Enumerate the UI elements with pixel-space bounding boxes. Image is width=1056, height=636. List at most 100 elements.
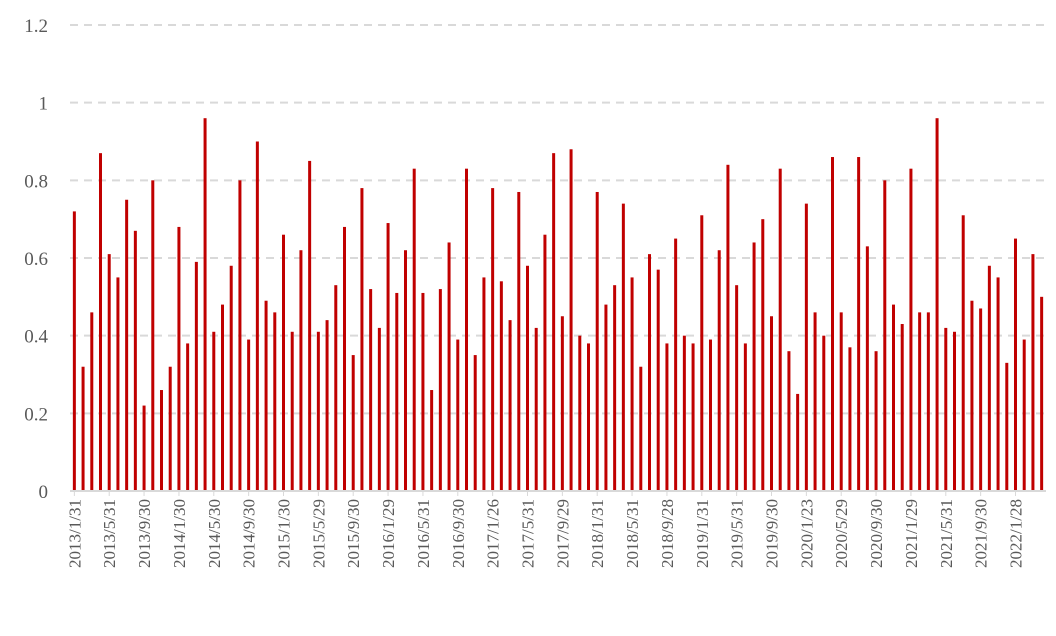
bar bbox=[1040, 296, 1044, 491]
bar bbox=[465, 168, 468, 491]
bar bbox=[473, 355, 477, 491]
bar bbox=[482, 277, 486, 491]
x-tick-label: 2019/1/31 bbox=[693, 499, 712, 568]
bar bbox=[743, 343, 747, 491]
bar bbox=[1022, 339, 1026, 491]
bar bbox=[447, 242, 451, 491]
bar bbox=[212, 331, 216, 491]
bar bbox=[543, 234, 547, 491]
bar bbox=[569, 149, 573, 491]
x-tick-label: 2019/5/31 bbox=[728, 499, 747, 568]
bar bbox=[517, 191, 521, 492]
bar bbox=[900, 324, 904, 491]
bar bbox=[499, 281, 503, 491]
bar bbox=[961, 215, 965, 491]
bar bbox=[560, 316, 564, 491]
y-tick-label: 0.6 bbox=[24, 249, 48, 270]
bar bbox=[1014, 238, 1017, 491]
bar bbox=[621, 203, 625, 491]
bar bbox=[290, 331, 294, 491]
bar bbox=[125, 199, 129, 491]
x-tick-label: 2018/1/31 bbox=[588, 499, 607, 568]
x-tick-label: 2021/5/31 bbox=[937, 499, 956, 568]
bar bbox=[674, 238, 678, 491]
bar bbox=[168, 366, 172, 491]
bar bbox=[221, 304, 224, 491]
x-tick-label: 2017/1/26 bbox=[484, 499, 503, 568]
x-tick-label: 2018/9/28 bbox=[658, 499, 677, 568]
bar bbox=[953, 331, 956, 491]
bar bbox=[874, 351, 878, 491]
bar bbox=[613, 285, 617, 491]
bar bbox=[804, 203, 808, 491]
y-tick-label: 1 bbox=[39, 94, 49, 115]
bar bbox=[238, 180, 242, 491]
bar bbox=[264, 300, 268, 491]
x-tick-label: 2017/5/31 bbox=[519, 499, 538, 568]
bar bbox=[282, 234, 285, 491]
x-tick-label: 2014/9/30 bbox=[240, 499, 259, 568]
bar bbox=[369, 289, 373, 491]
bar bbox=[839, 312, 843, 491]
bar bbox=[395, 292, 399, 491]
bar bbox=[360, 188, 364, 491]
x-tick-label: 2018/5/31 bbox=[623, 499, 642, 568]
y-tick-label: 0.8 bbox=[24, 171, 48, 192]
x-tick-label: 2022/1/28 bbox=[1007, 499, 1026, 568]
bar bbox=[151, 180, 155, 491]
bar bbox=[726, 164, 730, 492]
bar bbox=[377, 327, 381, 491]
bar bbox=[421, 292, 425, 491]
bar bbox=[194, 261, 198, 491]
bar bbox=[552, 153, 556, 491]
bar bbox=[334, 285, 338, 491]
bar bbox=[909, 168, 913, 491]
bars bbox=[72, 118, 1044, 492]
bar bbox=[778, 168, 782, 491]
bar bbox=[203, 118, 207, 491]
bar bbox=[456, 339, 460, 491]
bar bbox=[386, 223, 390, 492]
bar bbox=[273, 312, 277, 491]
x-tick-label: 2016/5/31 bbox=[414, 499, 433, 568]
x-tick-label: 2017/9/29 bbox=[553, 499, 572, 568]
bar bbox=[656, 269, 660, 491]
bar bbox=[630, 277, 634, 491]
x-tick-label: 2015/1/30 bbox=[275, 499, 294, 568]
bar bbox=[578, 335, 582, 491]
bar bbox=[857, 157, 861, 491]
bar bbox=[918, 312, 922, 491]
bar bbox=[81, 366, 85, 491]
bar bbox=[717, 250, 721, 491]
x-tick-label: 2014/1/30 bbox=[170, 499, 189, 568]
bar bbox=[691, 343, 695, 491]
bar bbox=[996, 277, 1000, 491]
bar bbox=[979, 308, 983, 491]
x-tick-label: 2020/5/29 bbox=[832, 499, 851, 568]
bar bbox=[99, 153, 102, 491]
bar bbox=[316, 331, 320, 491]
x-tick-label: 2015/5/29 bbox=[309, 499, 328, 568]
x-tick-label: 2016/1/29 bbox=[379, 499, 398, 568]
bar bbox=[865, 246, 869, 491]
x-tick-label: 2013/9/30 bbox=[135, 499, 154, 568]
bar bbox=[587, 343, 590, 491]
bar bbox=[944, 327, 948, 491]
y-tick-label: 1.2 bbox=[24, 16, 48, 37]
bar bbox=[526, 265, 529, 491]
x-tick-label: 2020/1/23 bbox=[797, 499, 816, 568]
bar bbox=[935, 118, 939, 491]
bar bbox=[1005, 362, 1009, 491]
bar bbox=[813, 312, 817, 491]
bar bbox=[770, 316, 773, 491]
bar bbox=[892, 304, 895, 491]
bar bbox=[987, 265, 991, 491]
bar bbox=[160, 390, 163, 491]
x-tick-label: 2021/1/29 bbox=[902, 499, 921, 568]
x-tick-label: 2019/9/30 bbox=[763, 499, 782, 568]
bar bbox=[133, 230, 137, 491]
bar bbox=[325, 320, 329, 491]
bar bbox=[90, 312, 94, 491]
bar bbox=[107, 254, 111, 491]
